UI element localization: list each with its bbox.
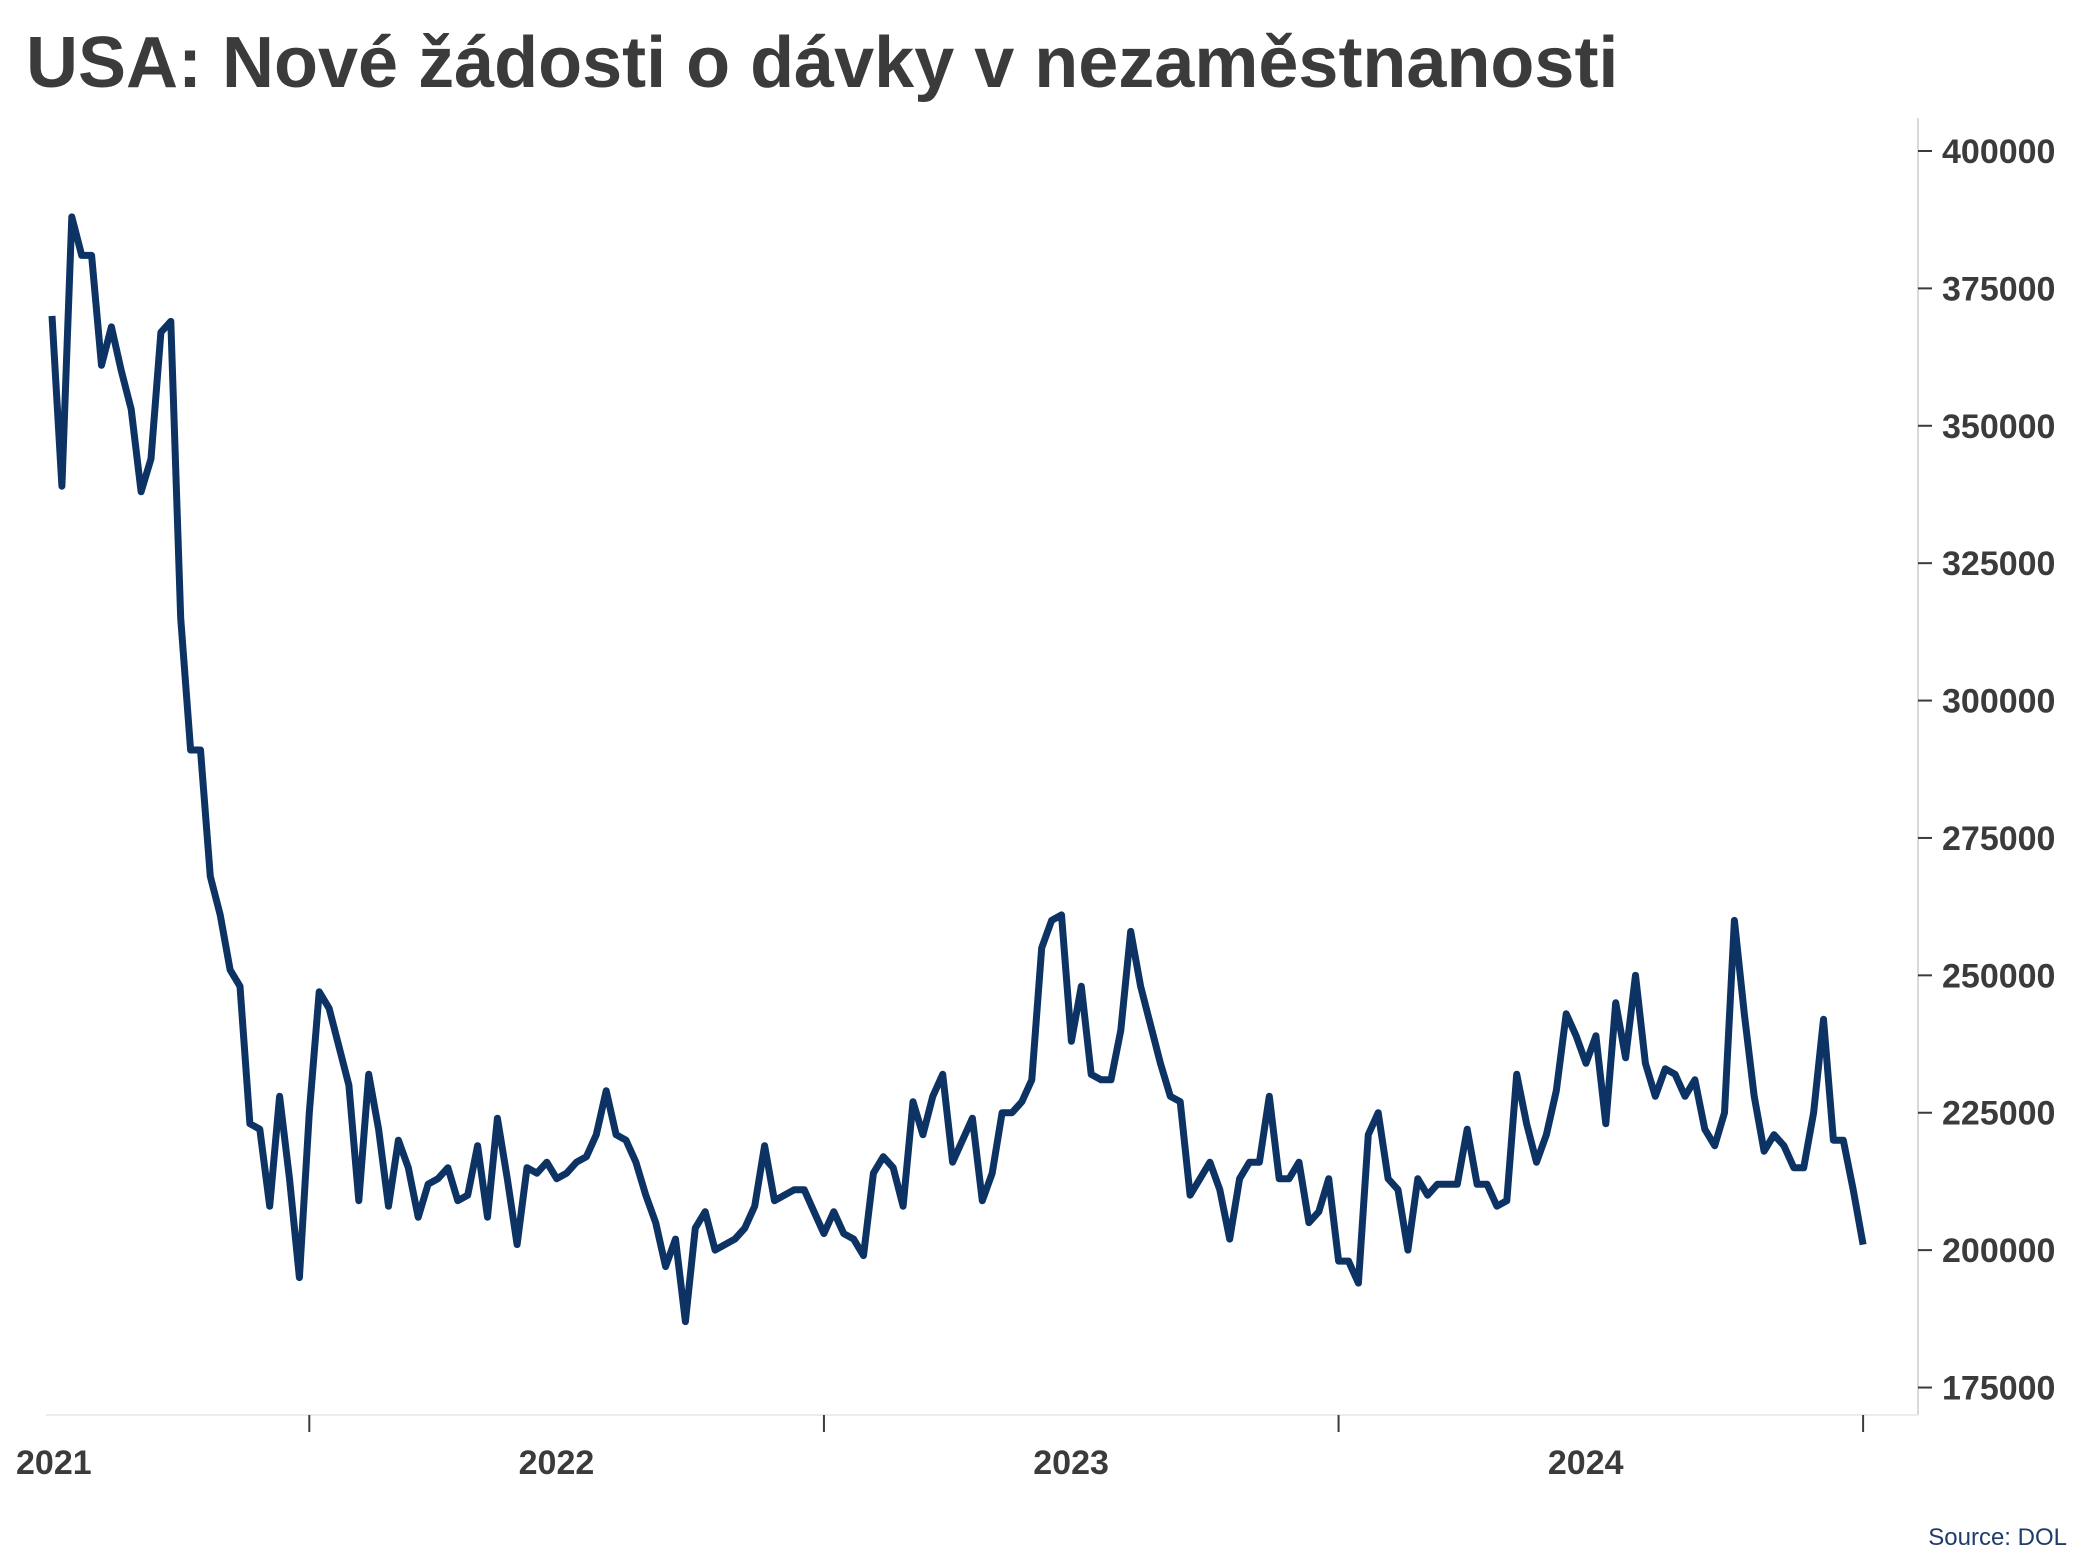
y-tick-label: 350000 — [1942, 408, 2055, 446]
y-tick-label: 250000 — [1942, 957, 2055, 995]
x-tick-label: 2023 — [1033, 1444, 1109, 1482]
chart-title: USA: Nové žádosti o dávky v nezaměstnano… — [26, 23, 1619, 103]
x-axis-labels: 2021 2022 2023 2024 — [16, 1444, 1624, 1482]
series-line — [48, 213, 1867, 1326]
y-tick-label: 275000 — [1942, 820, 2055, 858]
x-tick-label: 2022 — [519, 1444, 595, 1482]
x-tick-label: 2021 — [16, 1444, 92, 1482]
y-tick-label: 375000 — [1942, 270, 2055, 308]
y-tick-label: 300000 — [1942, 683, 2055, 721]
y-tick-label: 175000 — [1942, 1370, 2055, 1408]
y-tick-label: 325000 — [1942, 545, 2055, 583]
y-tick-label: 400000 — [1942, 133, 2055, 171]
y-tick-label: 225000 — [1942, 1095, 2055, 1133]
chart-axes — [46, 118, 1932, 1432]
x-tick-label: 2024 — [1548, 1444, 1624, 1482]
source-note: Source: DOL — [1928, 1524, 2067, 1551]
y-axis-labels: 175000 200000 225000 250000 275000 300000 3250… — [1942, 133, 2055, 1408]
series-layer — [48, 213, 1867, 1326]
y-tick-label: 200000 — [1942, 1232, 2055, 1270]
